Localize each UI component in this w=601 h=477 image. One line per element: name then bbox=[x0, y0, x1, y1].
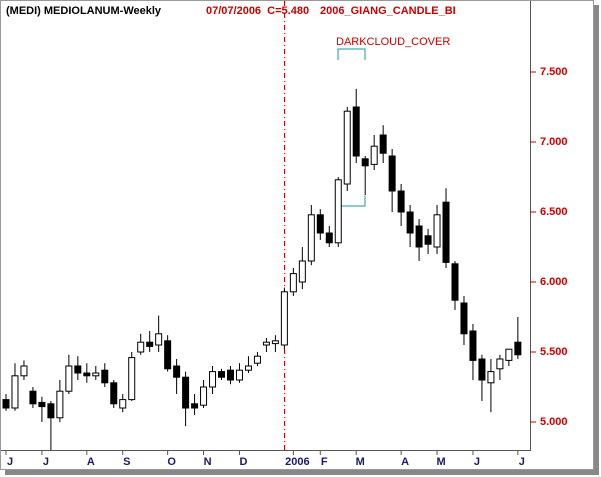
y-tick-label: 6.500 bbox=[540, 206, 568, 218]
y-tick-label: 7.000 bbox=[540, 136, 568, 148]
x-tick-label: O bbox=[167, 456, 176, 468]
candle-body bbox=[244, 365, 252, 371]
candle-body bbox=[11, 375, 19, 409]
candle-body bbox=[298, 260, 306, 283]
candle-body bbox=[415, 225, 423, 248]
candle-body bbox=[182, 376, 190, 409]
candle-body bbox=[146, 341, 154, 347]
annotation-bracket-top bbox=[337, 48, 366, 60]
candle-body bbox=[47, 403, 55, 419]
x-tick-label: A bbox=[401, 456, 409, 468]
candle-body bbox=[74, 365, 82, 374]
x-tick-label: S bbox=[123, 456, 130, 468]
candle-body bbox=[218, 371, 226, 378]
info-label: 07/07/2006 C=5.480 bbox=[206, 5, 309, 17]
candle-body bbox=[280, 291, 288, 346]
candle-body bbox=[173, 365, 181, 378]
candle-body bbox=[110, 382, 118, 405]
candle-body bbox=[200, 386, 208, 406]
candle-body bbox=[352, 106, 360, 157]
candle-body bbox=[155, 333, 163, 346]
candle-body bbox=[209, 371, 217, 388]
x-tick-label: 2006 bbox=[285, 456, 309, 468]
candle-body bbox=[137, 341, 145, 353]
x-tick-label: A bbox=[87, 456, 95, 468]
candle-body bbox=[307, 214, 315, 262]
candle-body bbox=[379, 134, 387, 154]
candle-body bbox=[128, 357, 136, 401]
candle-body bbox=[65, 365, 73, 392]
candle-body bbox=[271, 340, 279, 345]
candle-body bbox=[191, 403, 199, 409]
candle-body bbox=[2, 399, 10, 409]
candle-body bbox=[253, 355, 261, 364]
candle-body bbox=[343, 110, 351, 185]
candle-body bbox=[478, 358, 486, 381]
candle-body bbox=[92, 372, 100, 377]
candle-body bbox=[451, 263, 459, 301]
candle-body bbox=[164, 340, 172, 370]
candle-body bbox=[38, 401, 46, 408]
candle-body bbox=[433, 214, 441, 248]
candle-body bbox=[235, 369, 243, 381]
candle-body bbox=[334, 179, 342, 244]
x-tick-label: D bbox=[240, 456, 248, 468]
study-label: 2006_GIANG_CANDLE_BI bbox=[320, 5, 456, 17]
x-tick-label: J bbox=[519, 456, 525, 468]
candle-body bbox=[101, 369, 109, 384]
candle-body bbox=[424, 235, 432, 245]
candle-body bbox=[316, 214, 324, 234]
y-tick-label: 7.500 bbox=[540, 66, 568, 78]
candle-body bbox=[83, 372, 91, 377]
candle-body bbox=[514, 341, 522, 356]
x-tick-label: J bbox=[43, 456, 49, 468]
candle-body bbox=[227, 369, 234, 381]
candle-body bbox=[119, 399, 127, 409]
candle-body bbox=[361, 158, 369, 167]
candle-body bbox=[460, 302, 468, 335]
candle-body bbox=[469, 330, 477, 361]
x-tick-label: J bbox=[7, 456, 13, 468]
candle-body bbox=[370, 145, 378, 165]
y-tick-label: 5.500 bbox=[540, 346, 568, 358]
y-tick-label: 5.000 bbox=[540, 416, 568, 428]
candle-body bbox=[20, 365, 28, 377]
candle-body bbox=[442, 201, 450, 263]
x-tick-label: M bbox=[356, 456, 365, 468]
annotation: DARKCLOUD_COVER bbox=[336, 36, 450, 48]
candle-body bbox=[496, 358, 504, 370]
y-tick-label: 6.000 bbox=[540, 276, 568, 288]
chart-title: (MEDI) MEDIOLANUM-Weekly bbox=[6, 5, 162, 17]
x-tick-label: M bbox=[436, 456, 445, 468]
candle-body bbox=[397, 190, 405, 213]
x-tick-label: N bbox=[204, 456, 212, 468]
candle-body bbox=[325, 232, 333, 244]
candle-body bbox=[56, 390, 64, 419]
candle-body bbox=[487, 371, 495, 384]
candle-body bbox=[406, 211, 414, 234]
x-tick-label: F bbox=[321, 456, 328, 468]
candle-body bbox=[262, 341, 270, 346]
candle-body bbox=[29, 390, 37, 405]
x-tick-label: J bbox=[474, 456, 480, 468]
candle-body bbox=[289, 273, 297, 293]
candle-body bbox=[505, 348, 513, 361]
candle-body bbox=[388, 155, 396, 192]
frame bbox=[0, 0, 594, 470]
